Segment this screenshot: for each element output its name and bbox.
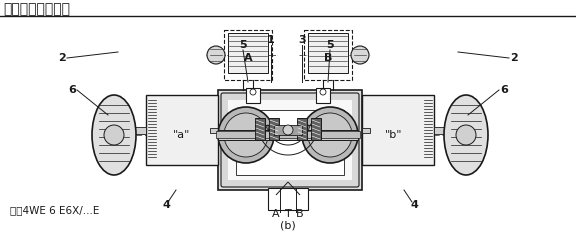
Bar <box>308 33 348 73</box>
Bar <box>434 127 456 134</box>
Bar <box>218 130 358 140</box>
Bar <box>146 95 218 165</box>
Bar <box>269 118 279 140</box>
Text: "b": "b" <box>385 130 403 140</box>
Circle shape <box>351 46 369 64</box>
Text: 2: 2 <box>58 53 66 63</box>
Text: "a": "a" <box>173 130 191 140</box>
Text: 1: 1 <box>267 35 275 45</box>
Bar <box>246 88 260 103</box>
Circle shape <box>250 89 256 95</box>
Text: T: T <box>285 209 291 219</box>
Text: B: B <box>324 53 332 63</box>
Bar <box>228 100 352 180</box>
Bar <box>268 188 308 210</box>
Bar <box>297 118 307 140</box>
Ellipse shape <box>444 95 488 175</box>
Bar <box>274 125 302 135</box>
Circle shape <box>456 125 476 145</box>
Ellipse shape <box>92 95 136 175</box>
Text: 5: 5 <box>239 40 247 50</box>
Bar <box>218 90 362 190</box>
Text: A: A <box>272 209 280 219</box>
Bar <box>236 110 344 175</box>
Bar <box>216 131 360 138</box>
Bar <box>228 33 268 73</box>
Circle shape <box>283 125 293 135</box>
Circle shape <box>320 89 326 95</box>
Circle shape <box>218 107 274 163</box>
Text: 6: 6 <box>68 85 76 95</box>
Bar <box>124 127 146 134</box>
Text: 6: 6 <box>500 85 508 95</box>
Text: 功能说明，剖视图: 功能说明，剖视图 <box>3 2 70 16</box>
Text: 型号4WE 6 E6X/...E: 型号4WE 6 E6X/...E <box>10 205 100 215</box>
Circle shape <box>302 107 358 163</box>
Bar <box>210 128 218 133</box>
FancyBboxPatch shape <box>221 93 359 187</box>
Text: 3: 3 <box>298 35 306 45</box>
Bar <box>255 118 265 140</box>
Text: (b): (b) <box>280 221 296 231</box>
Text: 5: 5 <box>326 40 334 50</box>
Circle shape <box>224 113 268 157</box>
Bar <box>362 128 370 133</box>
Circle shape <box>308 113 352 157</box>
Text: 4: 4 <box>410 200 418 210</box>
Text: B: B <box>296 209 304 219</box>
Bar <box>224 30 272 80</box>
Text: A: A <box>244 53 252 63</box>
Bar <box>362 95 434 165</box>
Text: 4: 4 <box>162 200 170 210</box>
Text: 2: 2 <box>510 53 518 63</box>
Bar <box>316 88 330 103</box>
Circle shape <box>104 125 124 145</box>
Bar <box>304 30 352 80</box>
Bar <box>311 118 321 140</box>
Circle shape <box>207 46 225 64</box>
